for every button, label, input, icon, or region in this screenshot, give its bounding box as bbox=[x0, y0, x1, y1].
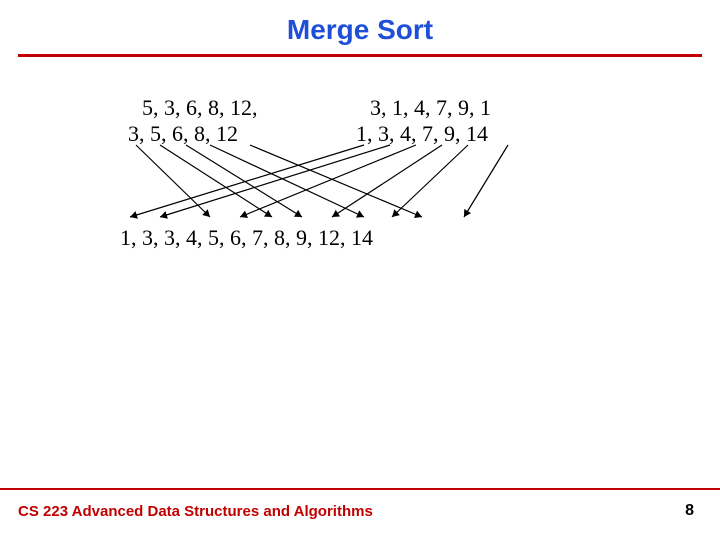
rule-top bbox=[18, 54, 702, 57]
footer-text: CS 223 Advanced Data Structures and Algo… bbox=[18, 503, 373, 520]
diagram-label-inR1: 3, 1, 4, 7, 9, 1 bbox=[370, 95, 491, 121]
diagram-label-inL2: 3, 5, 6, 8, 12 bbox=[128, 121, 238, 147]
diagram-label-out: 1, 3, 3, 4, 5, 6, 7, 8, 9, 12, 14 bbox=[120, 225, 373, 251]
rule-bottom bbox=[0, 488, 720, 490]
page-number: 8 bbox=[685, 502, 694, 520]
slide: { "title": { "text": "Merge Sort", "colo… bbox=[0, 0, 720, 540]
diagram-label-inR2: 1, 3, 4, 7, 9, 14 bbox=[356, 121, 488, 147]
slide-title: Merge Sort bbox=[0, 14, 720, 46]
merge-diagram: 5, 3, 6, 8, 12,3, 5, 6, 8, 12 3, 1, 4, 7,… bbox=[100, 95, 620, 265]
diagram-label-inL1: 5, 3, 6, 8, 12, bbox=[142, 95, 258, 121]
